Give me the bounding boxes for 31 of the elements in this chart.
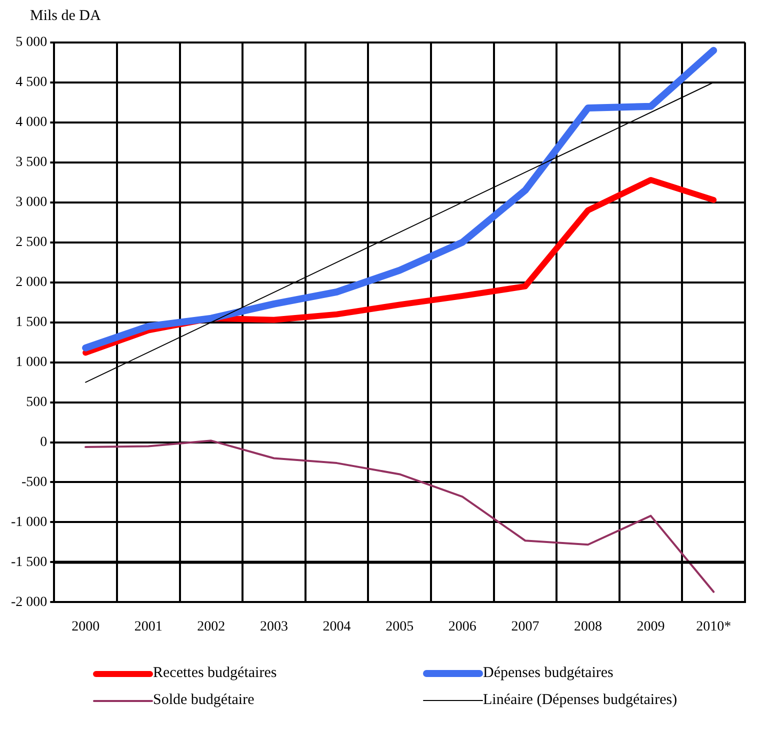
legend-label: Dépenses budgétaires	[483, 665, 614, 682]
y-tick-label: 3 000	[16, 195, 48, 210]
x-tick-label: 2006	[448, 619, 476, 634]
y-tick-label: 500	[26, 394, 48, 410]
y-tick-label: 1 000	[16, 354, 48, 370]
y-tick-label: 5 000	[16, 35, 48, 50]
x-tick-label: 2007	[511, 619, 540, 634]
x-tick-label: 2010*	[696, 619, 732, 634]
y-tick-label: -1 500	[10, 554, 48, 570]
y-tick-label: 2 000	[16, 274, 48, 290]
x-tick-label: 2009	[636, 619, 665, 634]
y-tick-label: 1 500	[16, 314, 48, 330]
legend-label: Recettes budgétaires	[153, 665, 277, 682]
x-tick-label: 2005	[386, 619, 414, 634]
y-tick-label: 4 000	[16, 115, 48, 130]
x-tick-label: 2001	[134, 619, 162, 634]
legend-label: Linéaire (Dépenses budgétaires)	[483, 692, 678, 709]
y-tick-label: -2 000	[10, 594, 48, 610]
y-tick-label: 3 500	[16, 155, 48, 170]
y-tick-label: 2 500	[16, 235, 48, 250]
y-tick-label: -500	[21, 474, 48, 490]
y-tick-label: 0	[40, 434, 48, 450]
x-tick-label: 2003	[260, 619, 288, 634]
y-tick-label: 4 500	[16, 75, 48, 90]
y-tick-label: -1 000	[10, 514, 48, 530]
x-tick-label: 2000	[72, 619, 100, 634]
x-tick-label: 2004	[322, 619, 351, 634]
legend-label: Solde budgétaire	[153, 692, 254, 709]
x-tick-label: 2002	[197, 619, 226, 634]
x-tick-label: 2008	[574, 619, 602, 634]
y-axis-title: Mils de DA	[30, 8, 102, 25]
